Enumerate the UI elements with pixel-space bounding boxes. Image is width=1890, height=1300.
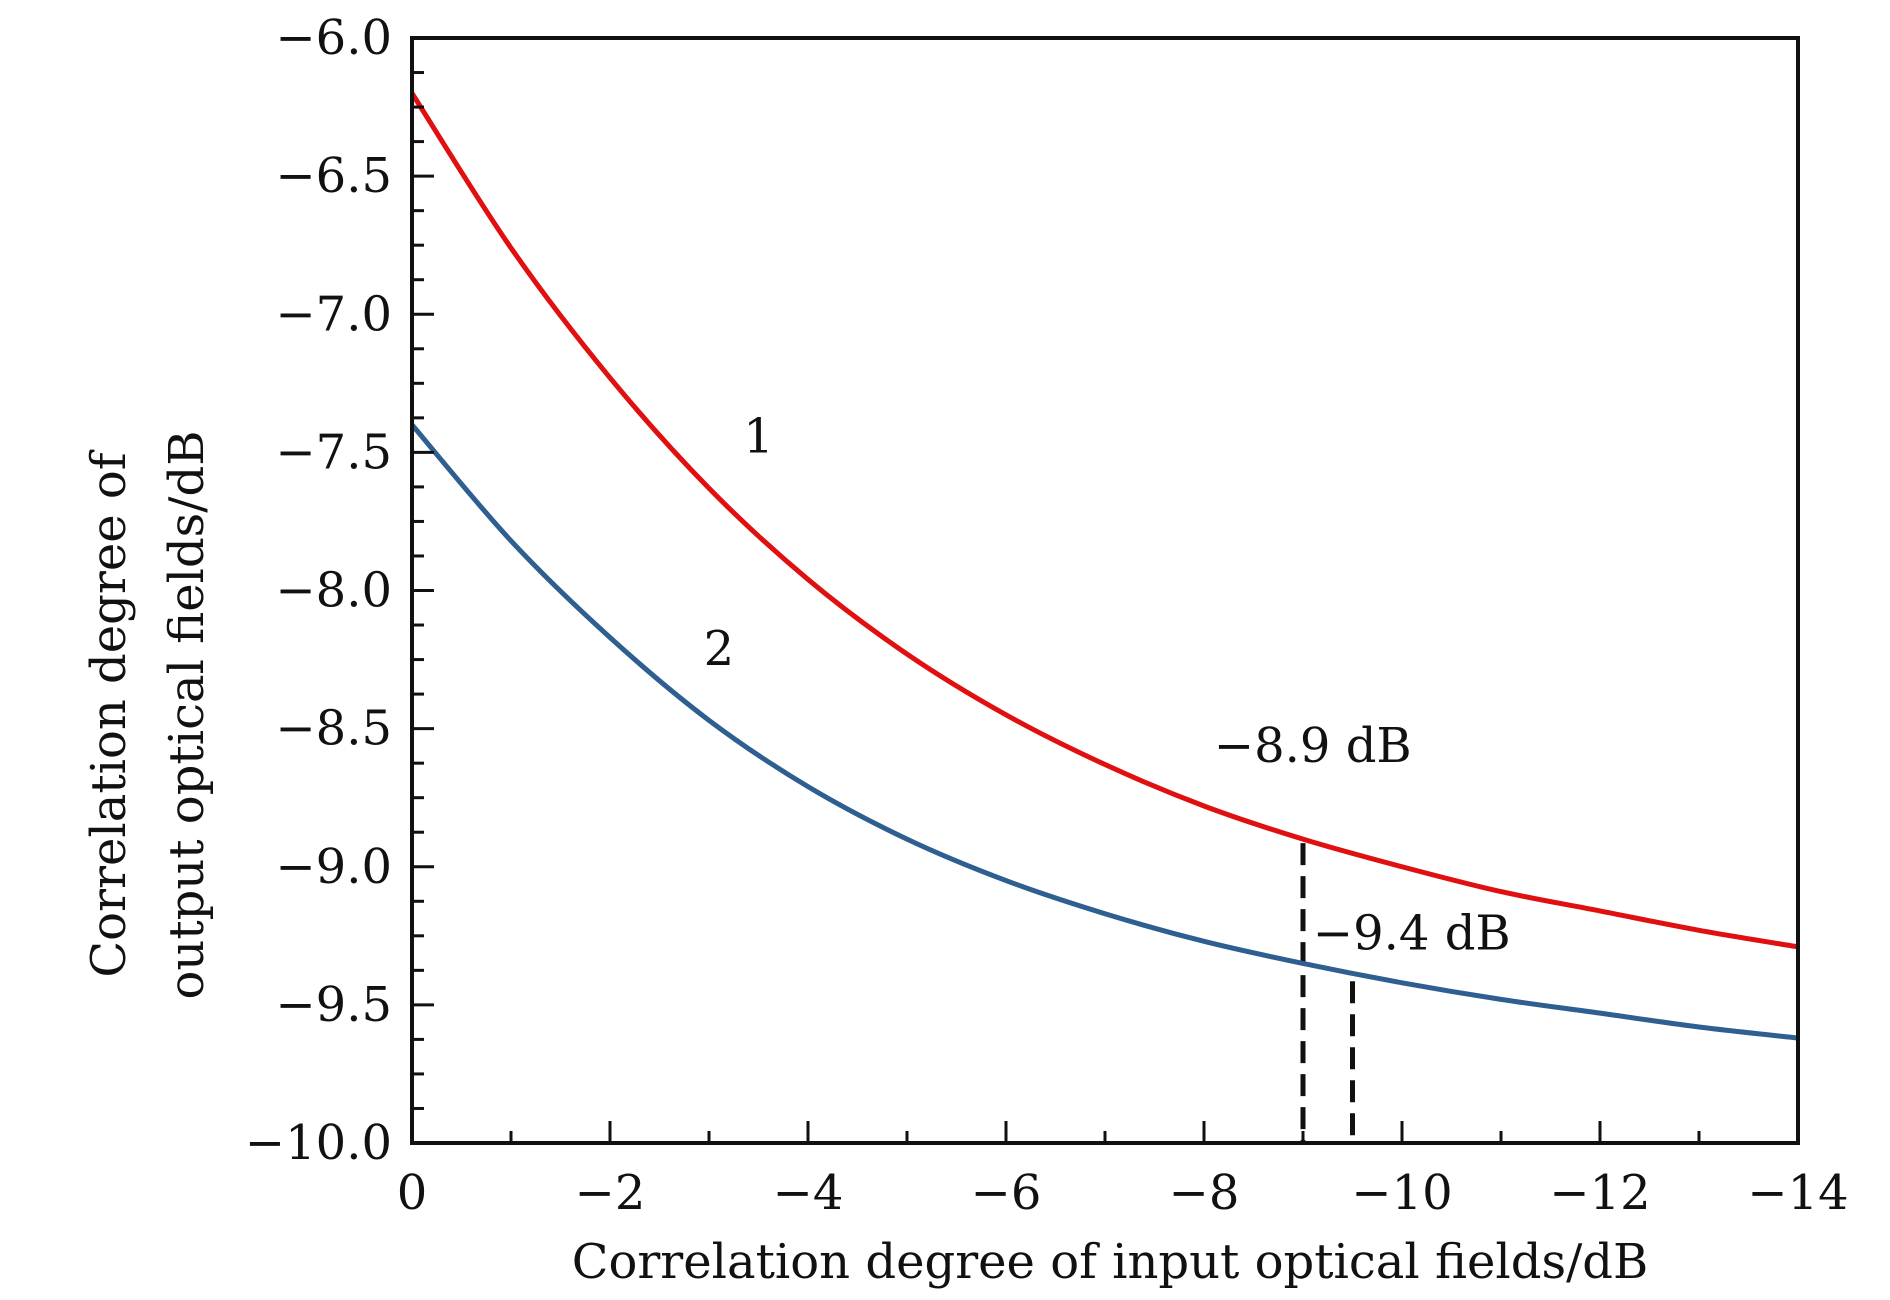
- x-tick-label: −6: [971, 1165, 1042, 1221]
- x-tick-label: 0: [397, 1165, 428, 1221]
- y-axis-label-line-1: Correlation degree of: [81, 449, 137, 977]
- y-tick-label: −7.5: [275, 424, 392, 480]
- y-tick-label: −6.5: [275, 148, 392, 204]
- y-tick-label: −6.0: [275, 10, 392, 66]
- x-tick-label: −14: [1747, 1165, 1848, 1221]
- curve-label-2: 2: [704, 621, 735, 677]
- x-axis-label: Correlation degree of input optical fiel…: [572, 1234, 1649, 1290]
- series-line-2: [410, 423, 1799, 1041]
- y-axis-label-line-2: output optical fields/dB: [159, 431, 215, 1000]
- y-tick-label: −8.0: [275, 563, 392, 619]
- axes: 0 −2 −4 −6 −8 −10 −12 −14 −6.0 −6.5 −7.0 −7.5 −8.0 −8…: [245, 10, 1849, 1221]
- y-tick-label: −8.5: [275, 701, 392, 757]
- annotation-label-1: −8.9 dB: [1214, 718, 1412, 774]
- y-tick-label: −10.0: [245, 1115, 392, 1171]
- annotation-label-2: −9.4 dB: [1313, 906, 1511, 962]
- x-tick-label: −2: [575, 1165, 646, 1221]
- y-tick-label: −9.0: [275, 839, 392, 895]
- plot-frame: [410, 36, 1800, 1145]
- curve-label-1: 1: [743, 408, 774, 464]
- x-tick-label: −10: [1351, 1165, 1452, 1221]
- x-tick-label: −8: [1169, 1165, 1240, 1221]
- x-tick-label: −4: [773, 1165, 844, 1221]
- y-tick-label: −7.0: [275, 286, 392, 342]
- x-tick-label: −12: [1549, 1165, 1650, 1221]
- y-tick-label: −9.5: [275, 977, 392, 1033]
- plot-area: [409, 91, 1799, 1143]
- series-line-1: [409, 91, 1799, 950]
